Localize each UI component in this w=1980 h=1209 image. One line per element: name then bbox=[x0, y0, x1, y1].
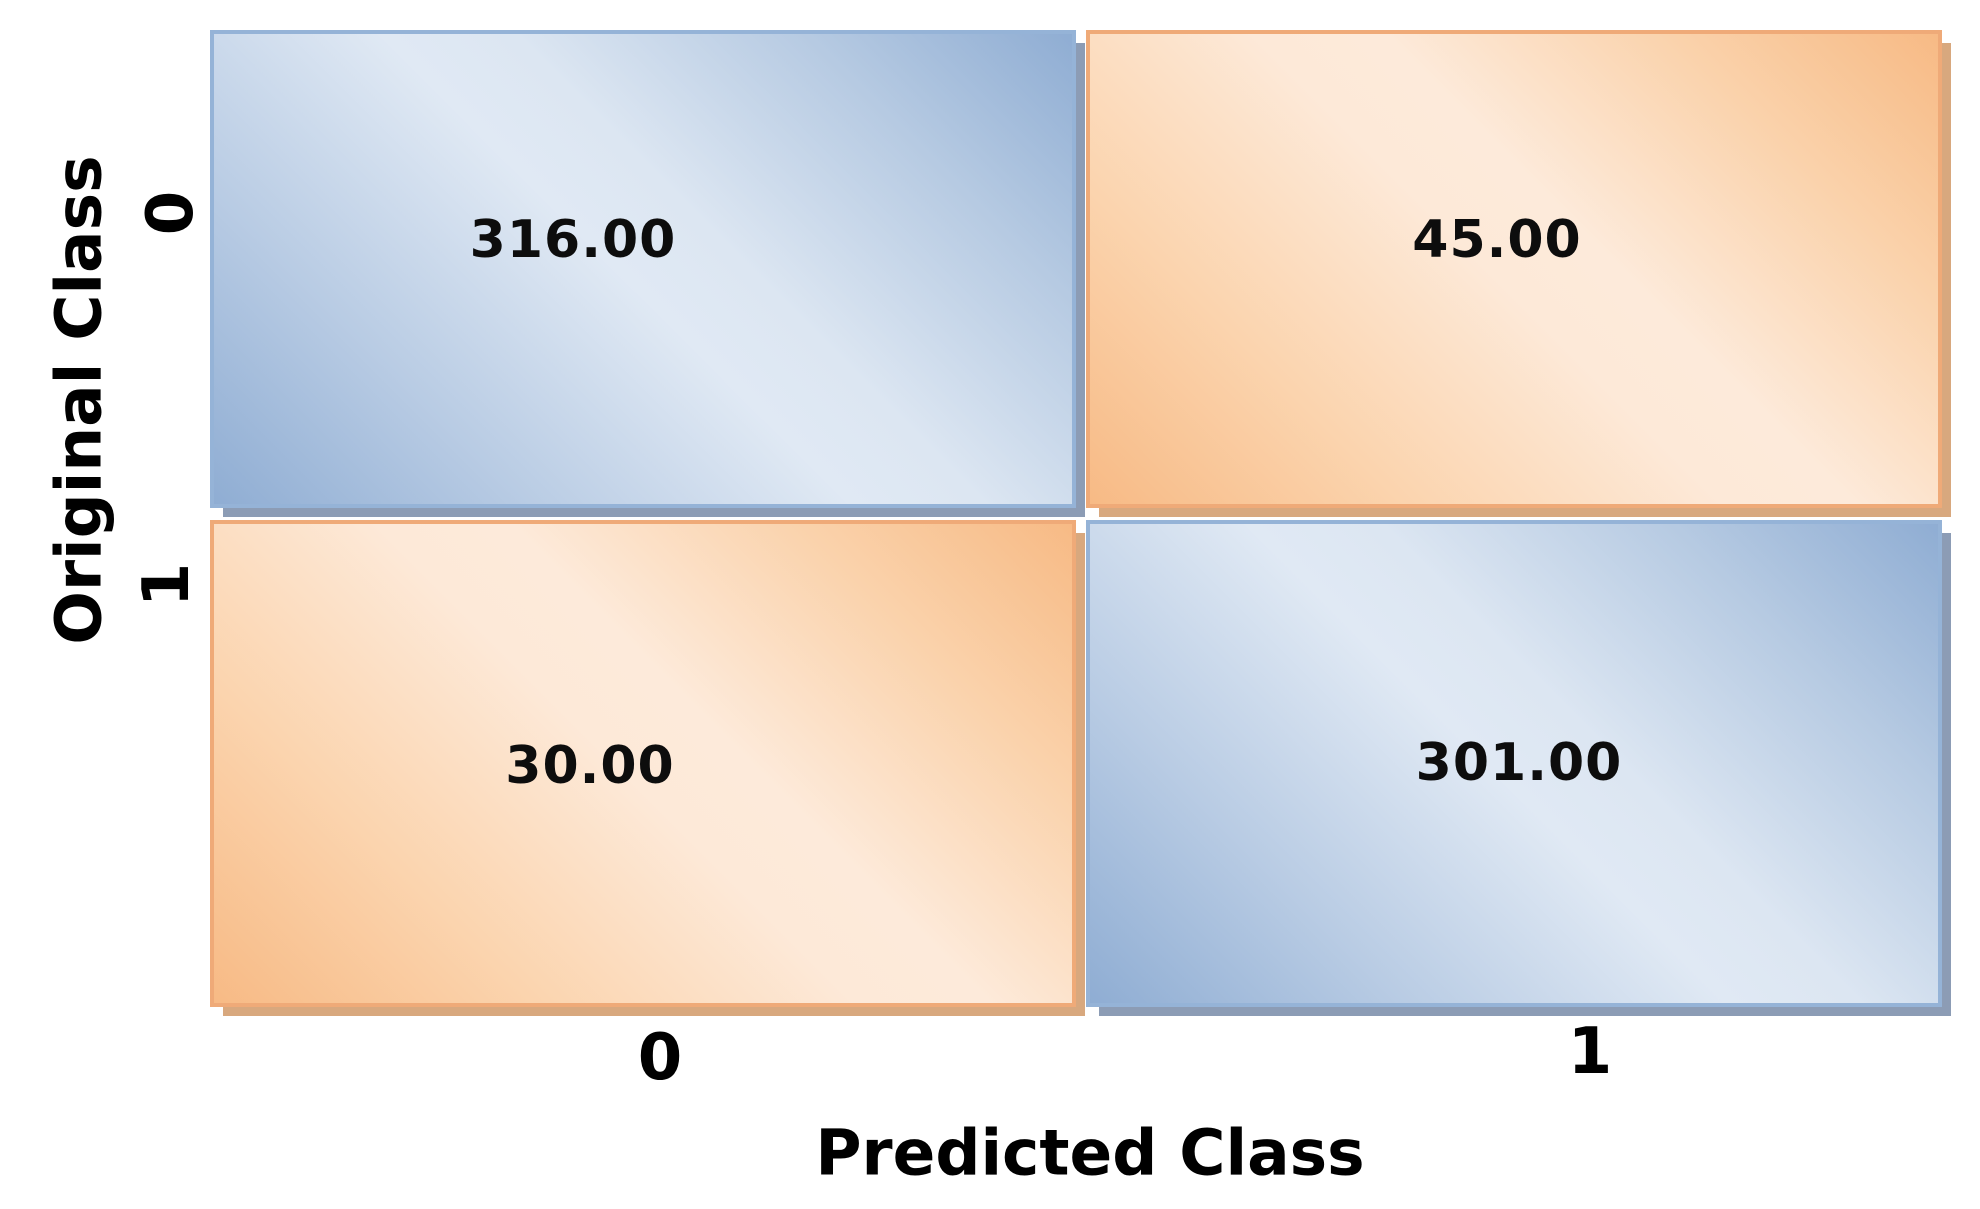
x-axis-title: Predicted Class bbox=[815, 1116, 1365, 1190]
cell-value-original1-predicted1: 301.00 bbox=[1415, 733, 1623, 793]
cell-value-original0-predicted1: 45.00 bbox=[1412, 210, 1582, 270]
cell-original1-predicted1 bbox=[1086, 520, 1942, 1007]
y-axis-tick-0: 0 bbox=[134, 190, 208, 236]
y-axis-title: Original Class bbox=[42, 155, 116, 645]
cell-original0-predicted1 bbox=[1086, 30, 1942, 508]
cell-original0-predicted0 bbox=[210, 30, 1076, 508]
y-axis-tick-1: 1 bbox=[130, 562, 204, 608]
x-axis-tick-0: 0 bbox=[637, 1021, 683, 1095]
cell-original1-predicted0 bbox=[210, 520, 1076, 1007]
cell-value-original0-predicted0: 316.00 bbox=[469, 210, 677, 270]
cell-value-original1-predicted0: 30.00 bbox=[505, 736, 675, 796]
x-axis-tick-1: 1 bbox=[1567, 1015, 1613, 1089]
